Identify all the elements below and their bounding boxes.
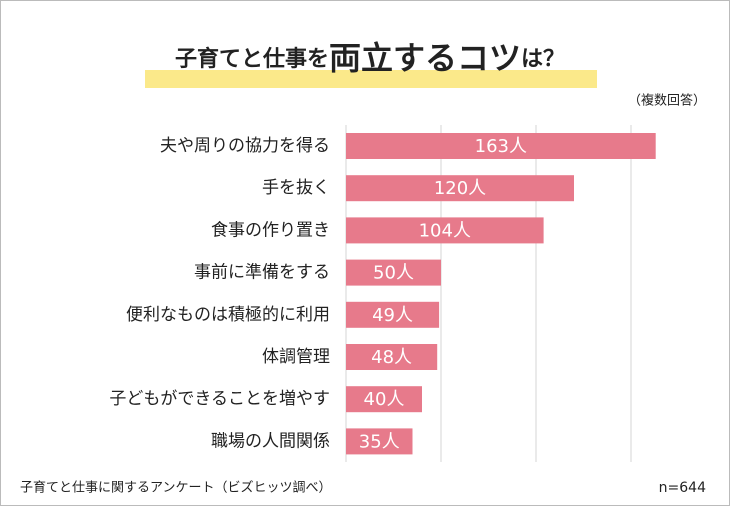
source: 子育てと仕事に関するアンケート（ビズヒッツ調べ） [20, 480, 331, 496]
value-label: 49人 [372, 305, 413, 326]
sample-size: n=644 [659, 480, 706, 496]
y-tick-label: 手を抜く [262, 178, 330, 198]
y-tick-label: 夫や周りの協力を得る [160, 136, 330, 156]
value-label: 35人 [359, 431, 400, 452]
bar [346, 133, 656, 159]
bar [346, 301, 440, 328]
note: （複数回答） [628, 93, 706, 109]
title-part: 両立するコツ [329, 39, 521, 77]
value-label: 48人 [371, 347, 412, 368]
value-label: 120人 [434, 178, 486, 199]
title-part: 子育てと仕事を [175, 46, 329, 72]
bar [346, 386, 422, 413]
y-tick-label: 子どもができることを増やす [109, 389, 330, 409]
y-tick-label: 便利なものは積極的に利用 [126, 305, 330, 325]
title-highlight [145, 70, 597, 88]
bar [346, 175, 574, 202]
value-label: 104人 [419, 220, 471, 241]
value-label: 40人 [364, 389, 405, 410]
y-tick-label: 事前に準備をする [194, 263, 330, 283]
bar [346, 344, 438, 370]
chart-title: 子育てと仕事を両立するコツは？ [175, 39, 565, 77]
y-tick-label: 食事の作り置き [211, 220, 330, 240]
y-tick-label: 体調管理 [262, 347, 330, 367]
value-label: 163人 [475, 136, 527, 157]
y-tick-label: 職場の人間関係 [211, 431, 330, 451]
bar [346, 259, 441, 286]
bar [346, 428, 413, 455]
value-label: 50人 [373, 263, 414, 284]
bar [346, 217, 544, 244]
title-part: は？ [521, 47, 565, 72]
